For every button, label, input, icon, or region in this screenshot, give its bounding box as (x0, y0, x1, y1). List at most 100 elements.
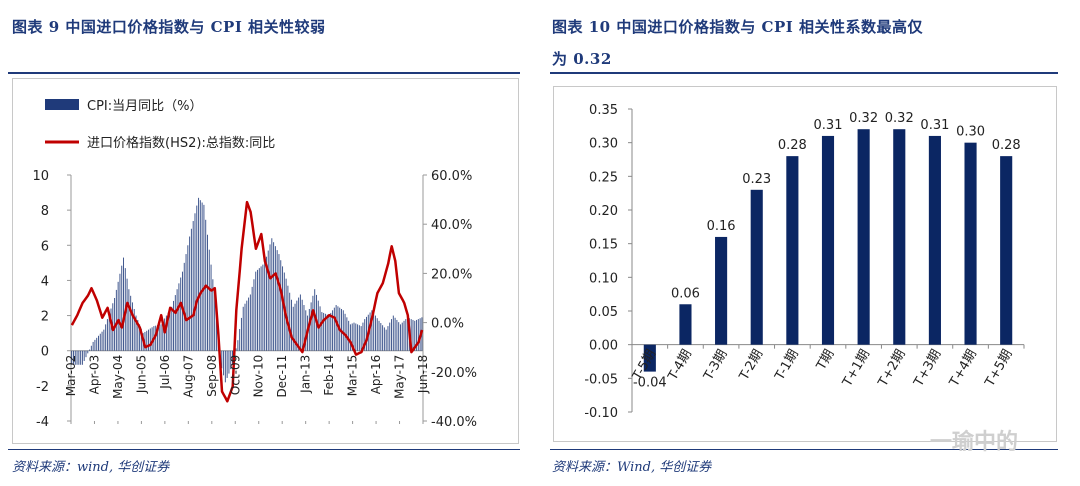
left-y-tick-label: -2 (36, 380, 49, 395)
right-figure-title-line2: 为 0.32 (552, 50, 612, 68)
cpi-bar (214, 293, 216, 351)
corr-bar (750, 189, 763, 345)
cpi-bar (392, 315, 394, 351)
y-tick-label: 0.30 (589, 137, 618, 152)
cpi-bar (364, 319, 366, 351)
cpi-bar (260, 266, 262, 351)
x-tick-label: Nov-10 (252, 355, 266, 398)
right-source-rule (550, 449, 1058, 450)
cpi-bar (348, 320, 350, 351)
x-tick-label: T+4期 (946, 347, 980, 390)
cpi-bar (396, 319, 398, 351)
cpi-bar (99, 333, 101, 351)
cpi-bar (376, 318, 378, 351)
left-y-tick-label: 0 (41, 345, 49, 360)
cpi-bar (196, 205, 198, 351)
cpi-bar (72, 350, 74, 365)
cpi-bar (76, 350, 78, 365)
data-label: 0.31 (920, 118, 949, 133)
right-y-tick-label: -20.0% (431, 366, 477, 381)
cpi-bar (151, 327, 153, 351)
cpi-bar (126, 278, 128, 351)
y-tick-label: 0.20 (589, 204, 618, 219)
cpi-bar (224, 350, 226, 383)
cpi-bar (251, 286, 253, 351)
cpi-bar (244, 303, 246, 351)
x-tick-label: Apr-16 (369, 355, 383, 395)
right-figure-title-line1: 图表 10 中国进口价格指数与 CPI 相关性系数最高仅 (552, 18, 923, 36)
cpi-bar (155, 325, 157, 351)
y-tick-label: 0.25 (589, 170, 618, 185)
cpi-bar (380, 323, 382, 351)
left-y-tick-label: 6 (41, 239, 49, 254)
cpi-bar (265, 256, 267, 351)
cpi-bar (119, 273, 121, 351)
cpi-bar (371, 310, 373, 351)
cpi-bar (269, 244, 271, 351)
cpi-bar (314, 289, 316, 351)
left-chart: CPI:当月同比（%） 进口价格指数(HS2):总指数:同比 -4 -2 0 2 4 6 8 10… (32, 99, 477, 430)
cpi-bar (194, 213, 196, 351)
cpi-bar (373, 312, 375, 351)
y-tick-label: 0.35 (589, 103, 618, 118)
right-chart: 0.35 0.30 0.25 0.20 0.15 0.10 0.05 0.00 -0.05 -0.… (584, 103, 1025, 421)
cpi-bar (394, 317, 396, 351)
x-tick-label: Jun-18 (416, 355, 430, 394)
cpi-bar (187, 245, 189, 351)
x-tick-label: Aug-07 (181, 355, 195, 398)
cpi-bar (230, 350, 232, 370)
cpi-bar (160, 324, 162, 351)
cpi-bar (276, 250, 278, 351)
cpi-bar (342, 310, 344, 351)
x-tick-label: T-4期 (665, 347, 695, 384)
cpi-bar (131, 302, 133, 351)
x-tick-label: T+5期 (982, 347, 1016, 390)
cpi-bar (305, 310, 307, 351)
cpi-bar (267, 250, 269, 351)
corr-bar (715, 236, 728, 345)
cpi-bar (401, 322, 403, 351)
corr-bar (964, 142, 977, 345)
right-y-tick-label: 40.0% (431, 218, 472, 233)
cpi-bar (389, 322, 391, 351)
cpi-bar (162, 321, 164, 351)
cpi-bar (146, 330, 148, 351)
left-chart-panel: CPI:当月同比（%） 进口价格指数(HS2):总指数:同比 -4 -2 0 2 4 6 8 10… (12, 78, 519, 444)
cpi-bar (232, 350, 233, 365)
x-tick-label: Sep-08 (205, 355, 219, 397)
cpi-bar (410, 319, 412, 351)
cpi-bar (351, 323, 353, 351)
cpi-bar (221, 350, 223, 369)
cpi-bar (117, 281, 119, 351)
cpi-bar (264, 262, 266, 351)
left-source-note: 资料来源：wind, 华创证券 (12, 460, 170, 475)
x-tick-label: Dec-11 (275, 355, 289, 398)
cpi-bar (323, 312, 325, 351)
cpi-bar (287, 285, 289, 351)
left-y-tick-label: 2 (41, 310, 49, 325)
y-tick-label: 0.00 (589, 339, 618, 354)
cpi-bar (319, 306, 321, 351)
legend-bar-swatch (45, 99, 79, 110)
cpi-bar (110, 308, 112, 351)
cpi-bar (87, 350, 89, 354)
data-label: 0.16 (707, 219, 736, 234)
cpi-bar (96, 337, 98, 351)
y-tick-label: -0.10 (584, 406, 618, 421)
data-label: 0.23 (742, 172, 771, 187)
left-y-tick-label: 4 (41, 274, 49, 289)
cpi-bar (332, 310, 334, 351)
cpi-bar (169, 309, 171, 351)
cpi-bar (173, 300, 175, 351)
right-y-tick-label: 60.0% (431, 169, 472, 184)
y-tick-label: -0.05 (584, 372, 618, 387)
cpi-bar (174, 295, 176, 351)
cpi-bar (353, 322, 355, 351)
cpi-bar (253, 279, 255, 351)
cpi-bar (417, 319, 419, 351)
cpi-bar (92, 341, 94, 351)
data-label: 0.32 (849, 111, 878, 126)
cpi-bar (235, 348, 237, 351)
cpi-bar (98, 335, 99, 351)
cpi-bar (121, 265, 123, 351)
